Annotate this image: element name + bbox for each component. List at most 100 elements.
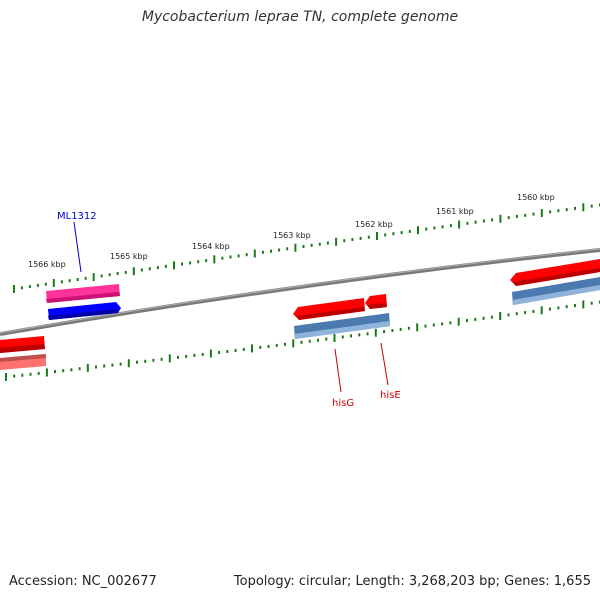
upper-minor-tick xyxy=(515,214,518,218)
tick-label-1560: 1560 kbp xyxy=(517,193,555,202)
upper-minor-tick xyxy=(482,219,485,223)
gene-red-upper-left-shade xyxy=(296,307,365,320)
lower-minor-tick xyxy=(449,321,452,325)
lower-minor-tick xyxy=(474,317,477,321)
upper-minor-tick xyxy=(326,241,329,245)
upper-minor-tick xyxy=(367,235,370,239)
upper-minor-tick xyxy=(245,253,248,257)
upper-minor-tick xyxy=(189,261,192,265)
lower-minor-tick xyxy=(226,350,229,353)
lower-minor-tick xyxy=(218,351,221,354)
lower-major-tick xyxy=(416,323,419,332)
lower-minor-tick xyxy=(144,359,147,363)
upper-major-tick xyxy=(13,285,15,293)
lower-minor-tick xyxy=(54,370,56,374)
lower-minor-tick xyxy=(532,309,535,313)
lower-minor-tick xyxy=(21,373,24,377)
upper-major-tick xyxy=(173,261,175,270)
gene-left-faded-top xyxy=(0,354,46,362)
upper-major-tick xyxy=(52,279,55,287)
upper-minor-tick xyxy=(449,224,452,228)
upper-minor-tick xyxy=(100,274,103,278)
upper-minor-tick xyxy=(181,262,183,266)
lower-minor-tick xyxy=(391,329,394,332)
upper-minor-tick xyxy=(108,273,111,277)
hisE-leader-line xyxy=(380,342,389,386)
upper-minor-tick xyxy=(116,272,119,275)
upper-minor-tick xyxy=(278,248,281,252)
lower-major-tick xyxy=(45,368,48,377)
upper-minor-tick xyxy=(28,285,31,289)
upper-minor-tick xyxy=(425,227,428,231)
upper-major-tick xyxy=(540,209,543,217)
lower-minor-tick xyxy=(466,319,468,323)
lower-minor-tick xyxy=(201,352,204,356)
lower-minor-tick xyxy=(275,343,278,347)
lower-minor-tick xyxy=(62,369,65,373)
lower-minor-tick xyxy=(13,374,16,378)
lower-minor-tick xyxy=(432,323,435,327)
tick-label-1564: 1564 kbp xyxy=(192,242,230,251)
upper-minor-tick xyxy=(261,250,264,254)
lower-minor-tick xyxy=(300,340,303,344)
upper-minor-tick xyxy=(557,209,560,213)
upper-minor-tick xyxy=(532,212,535,216)
lower-minor-tick xyxy=(590,301,593,305)
lower-major-tick xyxy=(86,363,89,372)
upper-minor-tick xyxy=(60,280,63,284)
lower-minor-tick xyxy=(490,315,493,319)
lower-minor-tick xyxy=(383,330,386,334)
lower-major-tick xyxy=(5,373,7,381)
lower-minor-tick xyxy=(177,355,179,359)
hisG-leader-line xyxy=(334,348,342,393)
gene-label-ml1312: ML1312 xyxy=(57,211,97,222)
upper-minor-tick xyxy=(491,218,494,222)
lower-minor-tick xyxy=(37,371,40,375)
lower-minor-tick xyxy=(350,334,352,338)
lower-minor-tick xyxy=(341,335,344,339)
upper-minor-tick xyxy=(351,238,354,241)
lower-minor-tick xyxy=(524,311,527,315)
upper-minor-tick xyxy=(124,270,127,274)
upper-major-tick xyxy=(132,267,135,276)
upper-major-tick xyxy=(582,203,585,212)
gene-ml1312-arrow-shade xyxy=(48,309,118,320)
upper-minor-tick xyxy=(20,286,23,290)
lower-minor-tick xyxy=(515,312,518,316)
lower-minor-tick xyxy=(317,338,319,342)
lower-major-tick xyxy=(251,344,253,353)
lower-minor-tick xyxy=(193,353,196,357)
lower-minor-tick xyxy=(160,357,163,361)
lower-minor-tick xyxy=(358,333,361,337)
lower-minor-tick xyxy=(136,360,138,364)
lower-major-tick xyxy=(374,328,377,337)
map-title: Mycobacterium leprae TN, complete genome xyxy=(141,9,459,25)
gene-left-red-shade xyxy=(0,344,45,353)
upper-minor-tick xyxy=(524,213,527,217)
upper-minor-tick xyxy=(140,268,143,272)
upper-minor-tick xyxy=(359,236,362,240)
lower-minor-tick xyxy=(424,324,427,328)
upper-minor-tick xyxy=(441,225,444,229)
lower-major-tick xyxy=(582,300,585,309)
upper-minor-tick xyxy=(237,254,240,258)
lower-minor-tick xyxy=(565,305,568,309)
lower-minor-tick xyxy=(441,322,444,326)
upper-minor-tick xyxy=(474,220,477,224)
lower-minor-tick xyxy=(574,304,576,308)
upper-minor-tick xyxy=(466,221,469,225)
genome-stats: Topology: circular; Length: 3,268,203 bp… xyxy=(233,574,591,589)
upper-minor-tick xyxy=(590,204,593,208)
upper-minor-tick xyxy=(343,239,346,243)
upper-major-tick xyxy=(499,214,502,223)
upper-minor-tick xyxy=(310,243,313,247)
upper-minor-tick xyxy=(384,233,387,237)
ml1312-leader-line xyxy=(73,221,82,273)
lower-minor-tick xyxy=(70,368,73,372)
gene-pink-upper-shade xyxy=(46,292,120,303)
upper-minor-tick xyxy=(400,231,403,235)
lower-minor-tick xyxy=(366,332,369,336)
upper-minor-tick xyxy=(318,242,321,246)
genome-backbone xyxy=(0,248,600,336)
